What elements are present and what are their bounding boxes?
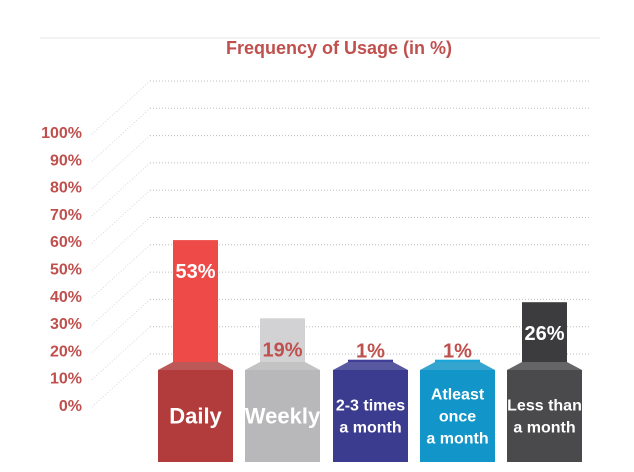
category-label: Atleast once a month [426, 387, 488, 448]
y-tick-label: 70% [50, 207, 82, 224]
grid-perspective-line [91, 353, 151, 408]
bar-shoulder [158, 362, 233, 370]
bar-base [333, 370, 408, 462]
y-tick-label: 60% [50, 234, 82, 251]
y-tick-label: 10% [50, 371, 82, 388]
value-label: 1% [443, 341, 472, 363]
bar-group: 1% Atleast once a month [420, 341, 495, 462]
grid-perspective-line [91, 162, 151, 217]
grid-lines [40, 37, 600, 408]
bar-base [420, 370, 495, 462]
bar [522, 302, 567, 362]
y-tick-label: 100% [41, 125, 82, 142]
grid-perspective-line [91, 80, 151, 135]
bar [348, 359, 393, 362]
category-label: Less than a month [507, 398, 582, 437]
grid-perspective-line [91, 299, 151, 353]
grid-perspective-line [91, 135, 151, 189]
bar-group: 53% Daily [158, 240, 233, 462]
grid-perspective-line [91, 326, 151, 381]
bar-base [158, 370, 233, 462]
bar-shoulder [507, 362, 582, 370]
category-label: Daily [169, 404, 222, 429]
bar-shoulder [420, 362, 495, 370]
y-tick-label: 40% [50, 289, 82, 306]
grid-perspective-line [91, 189, 151, 244]
grid-perspective-line [91, 244, 151, 299]
bar-shoulder [245, 362, 320, 370]
value-label: 53% [175, 261, 215, 283]
bars: 53% Daily 19% Weekly 1% 2-3 times a month 1% Atl… [158, 240, 582, 462]
bar-base [507, 370, 582, 462]
chart-title: Frequency of Usage (in %) [226, 38, 452, 58]
bar [173, 240, 218, 362]
y-tick-label: 80% [50, 180, 82, 197]
value-label: 1% [356, 341, 385, 363]
bar [260, 318, 305, 362]
value-label: 26% [524, 323, 564, 345]
bar-group: 19% Weekly [245, 318, 321, 462]
bar [435, 359, 480, 362]
category-label: Weekly [245, 404, 321, 429]
y-axis: 0% 10% 20% 30% 40% 50% 60% 70% 80% 90% 100% [41, 125, 82, 415]
y-tick-label: 20% [50, 343, 82, 360]
y-tick-label: 50% [50, 262, 82, 279]
category-label: 2-3 times a month [336, 398, 405, 437]
grid-perspective-line [91, 271, 151, 326]
value-label: 19% [262, 339, 302, 361]
y-tick-label: 90% [50, 152, 82, 169]
y-tick-label: 0% [59, 398, 82, 415]
y-tick-label: 30% [50, 316, 82, 333]
bar-base [245, 370, 320, 462]
bar-group: 1% 2-3 times a month [333, 341, 408, 462]
grid-perspective-line [91, 107, 151, 162]
bar-shoulder [333, 362, 408, 370]
bar-group: 26% Less than a month [507, 302, 582, 462]
grid-perspective-line [91, 217, 151, 271]
